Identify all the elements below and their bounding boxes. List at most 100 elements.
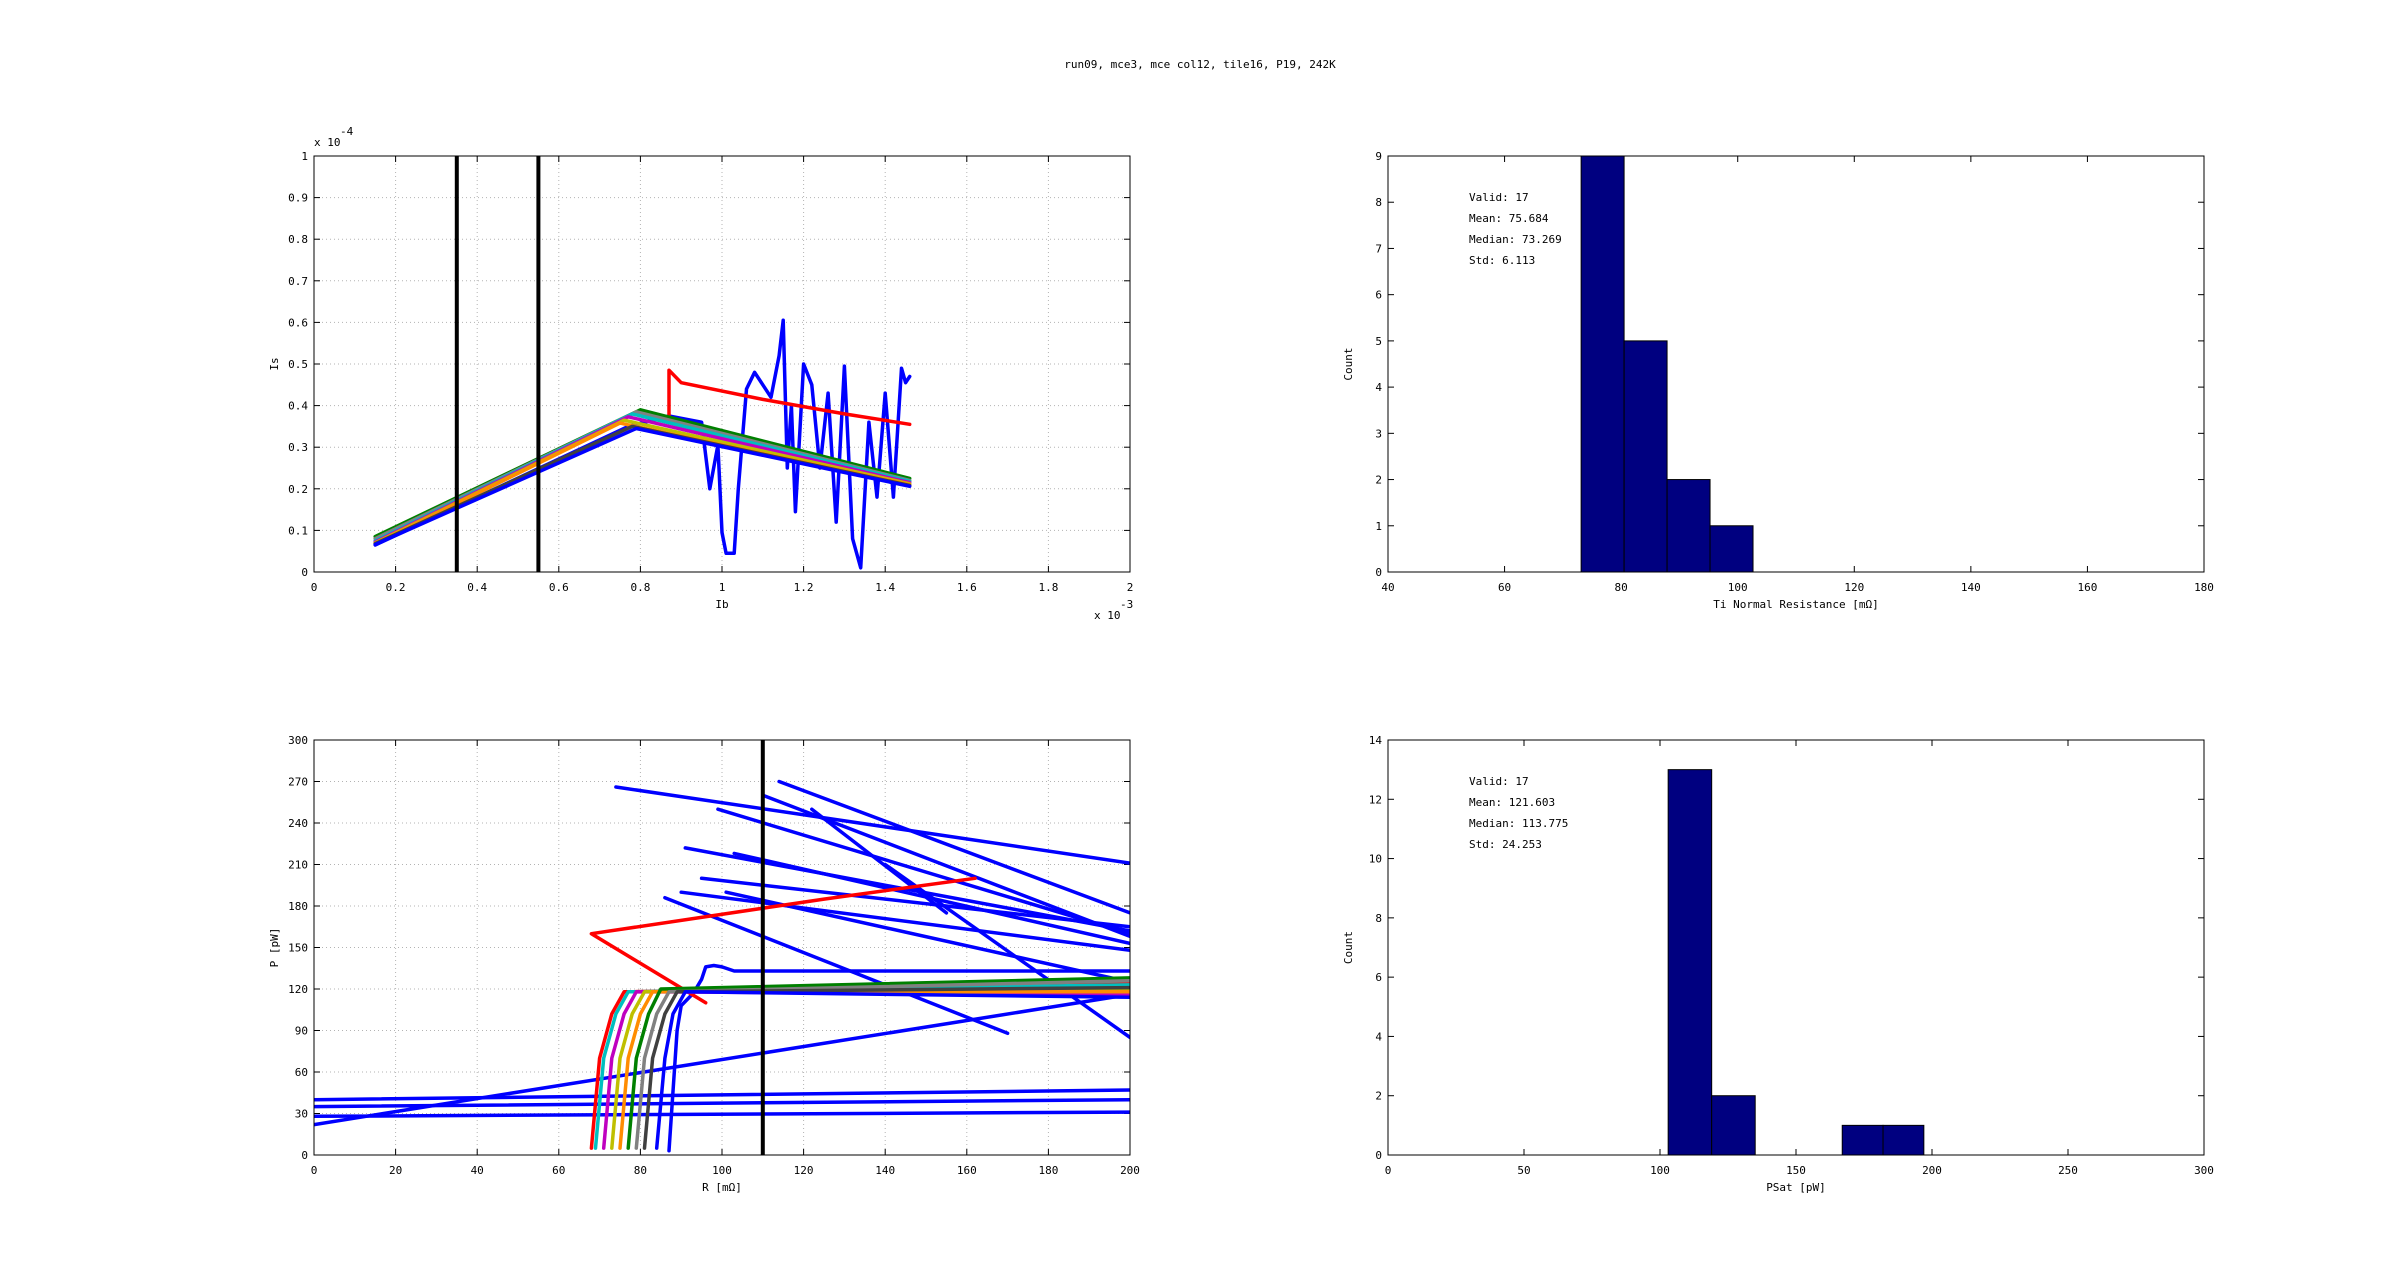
histogram-bar [1623,340,1668,572]
chart-hist-normal-resistance: 40 60 80 100 120 140 160 180 0 1 2 3 4 5 6 7 8 9 Ti Normal… [1342,150,2214,611]
series-line [642,985,1130,1150]
stats-text: Median: 73.269 [1469,233,1562,246]
y-tick-label: 14 [1369,734,1383,747]
series-line [716,807,1130,936]
y-tick-label: 270 [288,776,308,789]
x-axis-label: R [mΩ] [702,1181,742,1194]
y-tick-label: 6 [1375,289,1382,302]
series-line [589,876,977,1005]
x-tick-label: 80 [634,1164,647,1177]
histogram-bar [1580,156,1625,572]
y-tick-label: 5 [1375,335,1382,348]
x-tick-label: 160 [957,1164,977,1177]
y-tick-label: 12 [1369,793,1382,806]
series-line [614,785,1130,865]
y-tick-label: 180 [288,900,308,913]
y-tick-label: 0.9 [288,192,308,205]
x-tick-label: 0.8 [630,581,650,594]
figure-title: run09, mce3, mce col12, tile16, P19, 242… [1064,58,1336,71]
x-tick-label: 200 [1922,1164,1942,1177]
y-tick-label: 0 [1375,566,1382,579]
x-axis-label: Ti Normal Resistance [mΩ] [1713,598,1879,611]
y-multiplier: x 10 [314,136,341,149]
y-tick-label: 300 [288,734,308,747]
x-tick-label: 200 [1120,1164,1140,1177]
x-tick-label: 0.2 [386,581,406,594]
x-multiplier: x 10 [1094,609,1121,622]
series-line [373,426,912,547]
series-line [314,1097,1130,1109]
x-tick-label: 20 [389,1164,402,1177]
stats-text: Mean: 75.684 [1469,212,1549,225]
x-tick-label: 0 [1385,1164,1392,1177]
y-tick-label: 0.7 [288,275,308,288]
x-tick-label: 300 [2194,1164,2214,1177]
y-tick-label: 120 [288,983,308,996]
y-tick-label: 0.2 [288,483,308,496]
axes-frame [1387,155,2205,573]
x-tick-label: 140 [1961,581,1981,594]
x-tick-label: 150 [1786,1164,1806,1177]
y-tick-label: 210 [288,859,308,872]
x-tick-label: 160 [2077,581,2097,594]
x-tick-label: 80 [1615,581,1628,594]
chart-iv: 0 0.2 0.4 0.6 0.8 1 1.2 1.4 1.6 1.8 2 0 0.1 0.2 0.3 0.4… [268,125,1133,622]
stats-text: Valid: 17 [1469,191,1529,204]
series-line [883,862,1130,1040]
x-tick-label: 60 [1498,581,1511,594]
x-tick-label: 140 [875,1164,895,1177]
y-axis-label: P [pW] [268,928,281,968]
y-tick-label: 8 [1375,912,1382,925]
series-line [314,1088,1130,1102]
y-axis-label: Count [1342,347,1355,380]
y-tick-label: 0 [301,1149,308,1162]
axes-frame [313,155,1131,573]
series-line [634,978,1130,1150]
x-tick-label: 250 [2058,1164,2078,1177]
y-tick-label: 4 [1375,381,1382,394]
stats-text: Mean: 121.603 [1469,796,1555,809]
series-line [667,963,1130,1153]
y-tick-label: 0.4 [288,400,308,413]
x-tick-label: 60 [552,1164,565,1177]
y-tick-label: 4 [1375,1030,1382,1043]
y-tick-label: 0.3 [288,441,308,454]
x-tick-label: 50 [1517,1164,1530,1177]
histogram-bar [1666,479,1711,572]
stats-text: Valid: 17 [1469,775,1529,788]
x-tick-label: 1 [719,581,726,594]
x-tick-label: 180 [1038,1164,1058,1177]
x-exponent: -3 [1120,598,1133,611]
x-tick-label: 2 [1127,581,1134,594]
axes-frame [1387,739,2205,1156]
x-tick-label: 0 [311,581,318,594]
x-tick-label: 100 [712,1164,732,1177]
y-tick-label: 1 [301,150,308,163]
series-line [810,807,949,915]
histogram-bar [1841,1124,1884,1155]
histogram-bar [1667,769,1713,1155]
series-line [724,890,1130,984]
y-axis-label: Count [1342,931,1355,964]
data-layer [373,156,912,572]
x-tick-label: 0 [311,1164,318,1177]
x-axis-label: Ib [715,598,728,611]
y-tick-label: 1 [1375,520,1382,533]
histogram-bar [1711,1095,1756,1155]
series-line [373,318,912,570]
stats-text: Median: 113.775 [1469,817,1568,830]
x-tick-label: 0.4 [467,581,487,594]
y-tick-label: 0.1 [288,524,308,537]
plot-area [1388,156,2204,572]
series-line [314,992,1130,1127]
series-line [699,876,1130,929]
y-tick-label: 6 [1375,971,1382,984]
x-tick-label: 120 [1844,581,1864,594]
x-tick-label: 100 [1650,1164,1670,1177]
data-layer [314,740,1130,1155]
y-tick-label: 3 [1375,427,1382,440]
y-tick-label: 0.6 [288,316,308,329]
y-tick-label: 9 [1375,150,1382,163]
series-line [667,368,912,427]
